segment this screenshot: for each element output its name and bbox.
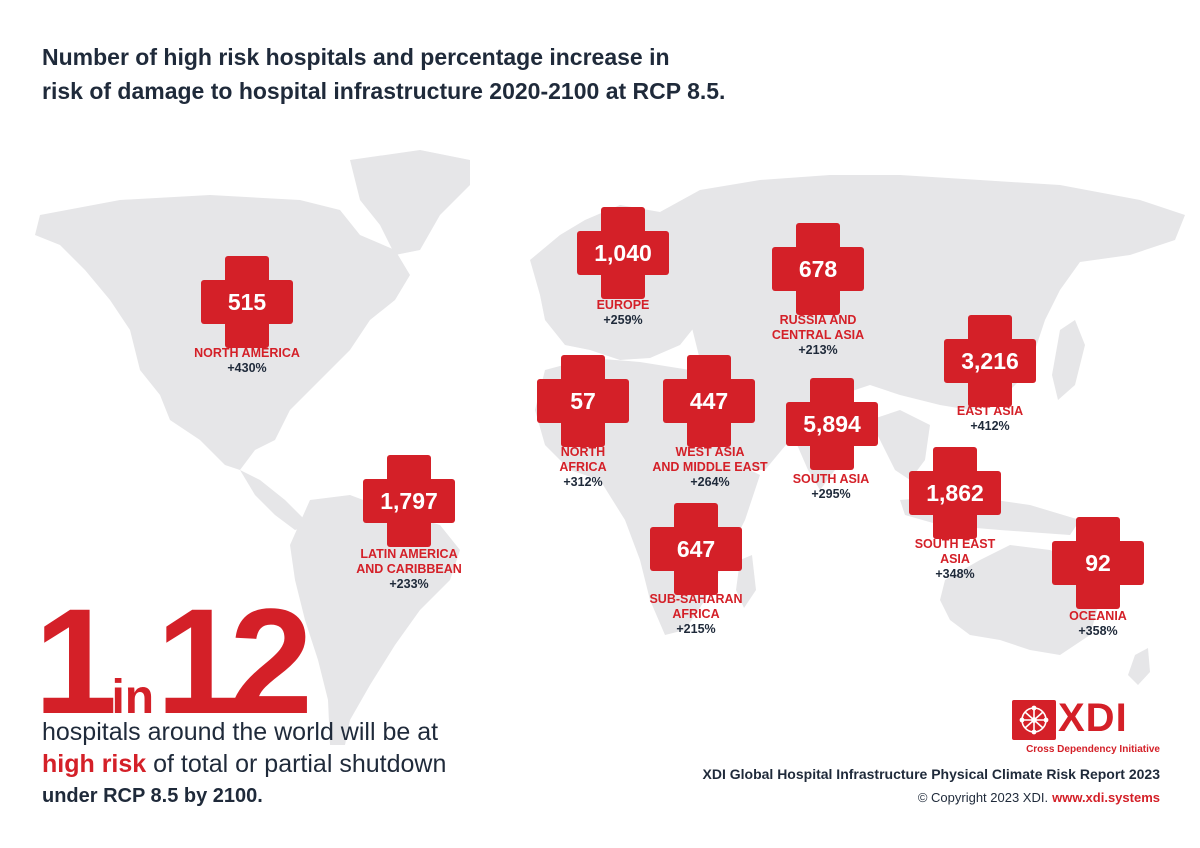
page-title: Number of high risk hospitals and percen… bbox=[42, 40, 862, 108]
caption-line-2: high risk of total or partial shutdown bbox=[42, 748, 542, 780]
region-pct: +215% bbox=[676, 622, 716, 636]
region-label-south-east-asia: SOUTH EAST ASIA +348% bbox=[845, 537, 1065, 582]
region-pct: +259% bbox=[603, 313, 643, 327]
region-name: EAST ASIA bbox=[956, 404, 1024, 418]
region-name: LATIN AMERICA bbox=[360, 547, 458, 561]
cross-north-africa: 57 bbox=[537, 355, 629, 447]
report-title: XDI Global Hospital Infrastructure Physi… bbox=[702, 766, 1160, 782]
region-pct: +412% bbox=[970, 419, 1010, 433]
region-label-latin-america-caribbean: LATIN AMERICA AND CARIBBEAN +233% bbox=[299, 547, 519, 592]
region-pct: +430% bbox=[227, 361, 267, 375]
logo-subtitle: Cross Dependency Initiative bbox=[1026, 744, 1160, 755]
website-link[interactable]: www.xdi.systems bbox=[1052, 790, 1160, 805]
region-label-russia-central-asia: RUSSIA AND CENTRAL ASIA +213% bbox=[708, 313, 928, 358]
region-name: EUROPE bbox=[596, 298, 650, 312]
cross-south-asia: 5,894 bbox=[786, 378, 878, 470]
region-label-south-asia: SOUTH ASIA +295% bbox=[721, 472, 941, 502]
xdi-logo: XDI Cross Dependency Initiative bbox=[1000, 696, 1160, 756]
region-name-2: CENTRAL ASIA bbox=[771, 328, 865, 342]
cross-north-america: 515 bbox=[201, 256, 293, 348]
stat-caption: hospitals around the world will be at hi… bbox=[42, 716, 542, 812]
region-name-2: AND MIDDLE EAST bbox=[652, 460, 768, 474]
count-north-africa: 57 bbox=[570, 388, 596, 414]
cross-south-east-asia: 1,862 bbox=[909, 447, 1001, 539]
region-pct: +295% bbox=[811, 487, 851, 501]
region-name-2: AND CARIBBEAN bbox=[356, 562, 462, 576]
title-line-2: risk of damage to hospital infrastructur… bbox=[42, 78, 726, 104]
caption-line-3: under RCP 8.5 by 2100. bbox=[42, 785, 263, 807]
count-south-east-asia: 1,862 bbox=[926, 480, 984, 506]
stat-one: 1 bbox=[34, 577, 117, 745]
region-pct: +312% bbox=[563, 475, 603, 489]
stat-in: in bbox=[111, 671, 155, 724]
region-name-2: ASIA bbox=[940, 552, 970, 566]
region-label-north-america: NORTH AMERICA +430% bbox=[137, 346, 357, 376]
region-label-east-asia: EAST ASIA +412% bbox=[880, 404, 1100, 434]
caption-line-2-rest: of total or partial shutdown bbox=[146, 750, 447, 778]
copyright: © Copyright 2023 XDI. www.xdi.systems bbox=[918, 790, 1160, 805]
count-east-asia: 3,216 bbox=[961, 348, 1019, 374]
cross-russia-central-asia: 678 bbox=[772, 223, 864, 315]
region-pct: +233% bbox=[389, 577, 429, 591]
region-pct: +348% bbox=[935, 567, 975, 581]
region-name: SOUTH EAST bbox=[914, 537, 996, 551]
region-name-2: AFRICA bbox=[559, 460, 607, 474]
region-name: OCEANIA bbox=[1069, 609, 1127, 623]
count-oceania: 92 bbox=[1085, 550, 1111, 576]
region-name: SUB-SAHARAN bbox=[649, 592, 743, 606]
region-label-europe: EUROPE +259% bbox=[513, 298, 733, 328]
region-label-oceania: OCEANIA +358% bbox=[988, 609, 1200, 639]
cross-sub-saharan-africa: 647 bbox=[650, 503, 742, 595]
count-latin-america-caribbean: 1,797 bbox=[380, 488, 438, 514]
region-label-sub-saharan-africa: SUB-SAHARAN AFRICA +215% bbox=[586, 592, 806, 637]
count-russia-central-asia: 678 bbox=[798, 256, 838, 282]
network-icon bbox=[1012, 700, 1056, 740]
cross-west-asia-middle-east: 447 bbox=[663, 355, 755, 447]
cross-latin-america-caribbean: 1,797 bbox=[363, 455, 455, 547]
count-europe: 1,040 bbox=[594, 240, 652, 266]
caption-highlight: high risk bbox=[42, 750, 147, 778]
cross-oceania: 92 bbox=[1052, 517, 1144, 609]
region-name-2: AFRICA bbox=[672, 607, 720, 621]
region-name: NORTH AMERICA bbox=[194, 346, 300, 360]
count-west-asia-middle-east: 447 bbox=[689, 388, 729, 414]
region-pct: +264% bbox=[690, 475, 730, 489]
region-pct: +358% bbox=[1078, 624, 1118, 638]
region-name: RUSSIA AND bbox=[779, 313, 857, 327]
count-north-america: 515 bbox=[227, 289, 267, 315]
cross-europe: 1,040 bbox=[577, 207, 669, 299]
title-line-1: Number of high risk hospitals and percen… bbox=[42, 44, 670, 70]
region-name: NORTH bbox=[560, 445, 606, 459]
region-name: WEST ASIA bbox=[675, 445, 745, 459]
region-name: SOUTH ASIA bbox=[792, 472, 870, 486]
count-south-asia: 5,894 bbox=[803, 411, 861, 437]
count-sub-saharan-africa: 647 bbox=[676, 536, 716, 562]
stat-twelve: 12 bbox=[156, 577, 313, 745]
caption-line-1: hospitals around the world will be at bbox=[42, 718, 439, 746]
region-pct: +213% bbox=[798, 343, 838, 357]
region-label-west-asia-middle-east: WEST ASIA AND MIDDLE EAST +264% bbox=[600, 445, 820, 490]
headline-stat: 1in12 bbox=[34, 586, 313, 736]
region-label-north-africa: NORTH AFRICA +312% bbox=[473, 445, 693, 490]
logo-wordmark: XDI bbox=[1058, 696, 1128, 740]
cross-east-asia: 3,216 bbox=[944, 315, 1036, 407]
copyright-text: © Copyright 2023 XDI. bbox=[917, 790, 1049, 805]
